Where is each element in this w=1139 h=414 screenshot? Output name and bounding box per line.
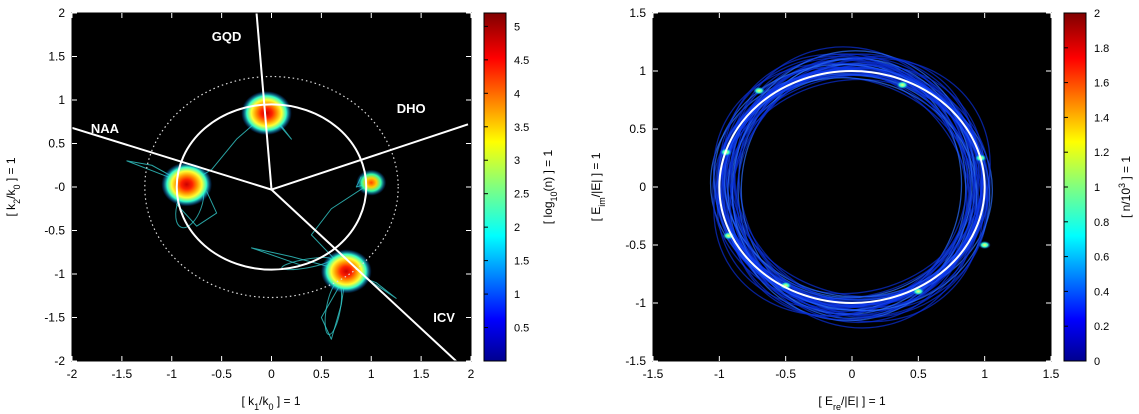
y-tick-label: -1.5 — [44, 311, 65, 325]
x-tick-label: 0.5 — [910, 367, 927, 381]
density-cluster — [161, 162, 213, 207]
colorbar-tick-label: 1.4 — [1094, 112, 1109, 124]
colorbar-tick-label: 1.8 — [1094, 43, 1109, 55]
y-tick-label: 1 — [58, 93, 65, 107]
x-tick-label: -1 — [714, 367, 725, 381]
x-tick-label: 0.5 — [313, 367, 330, 381]
region-label: NAA — [91, 121, 120, 136]
colorbar-tick-label: 0 — [1094, 356, 1100, 368]
y-tick-label: 0.5 — [629, 122, 646, 136]
solid-reference-circle — [175, 103, 368, 271]
right-x-axis-label: [ Ere/|E| ] = 1 — [818, 394, 886, 412]
colorbar-tick-label: 0.5 — [514, 323, 529, 335]
x-tick-label: 0 — [268, 367, 275, 381]
field-trajectory — [724, 78, 978, 295]
y-tick-label: 1.5 — [48, 50, 65, 64]
right-x-ticks: -1.5 -1 -0.5 0 0.5 1 1.5 — [643, 13, 1060, 381]
colorbar-tick-label: 3.5 — [514, 122, 529, 134]
field-trajectory — [734, 62, 972, 312]
field-trajectory — [729, 55, 978, 317]
trajectory-trace — [251, 247, 347, 272]
left-colorbar-ticks: 0.5 1 1.5 2 2.5 3 3.5 4 4.5 5 — [484, 21, 529, 335]
right-y-ticks: 1.5 1 0.5 0 -0.5 -1 -1.5 — [625, 6, 1051, 368]
x-tick-label: 1 — [368, 367, 375, 381]
region-label: DHO — [397, 101, 426, 116]
x-tick-label: 2 — [468, 367, 475, 381]
colorbar-tick-label: 1 — [514, 289, 520, 301]
region-label: ICV — [433, 310, 455, 325]
left-x-axis-label: [ k1/k0 ] = 1 — [241, 394, 300, 412]
x-tick-label: -1 — [166, 367, 177, 381]
colorbar-tick-label: 4 — [514, 88, 520, 100]
y-tick-label: -1 — [54, 267, 65, 281]
x-tick-label: -1.5 — [643, 367, 664, 381]
y-tick-label: -1.5 — [625, 354, 646, 368]
left-y-axis-label: [ k2/k0 ] = 1 — [4, 157, 22, 216]
left-plot-content: GQD DHO NAA ICV — [72, 13, 469, 361]
density-cluster — [321, 249, 372, 294]
y-tick-label: -0.5 — [44, 224, 65, 238]
y-tick-label: 0 — [639, 180, 646, 194]
y-tick-label: 0.5 — [48, 137, 65, 151]
right-colorbar-label: [ n/103 ] = 1 — [1117, 156, 1133, 218]
x-tick-label: 1.5 — [413, 367, 430, 381]
left-x-ticks: -2 -1.5 -1 -0.5 0 0.5 1 1.5 2 — [67, 13, 475, 381]
y-tick-label: 1.5 — [629, 6, 646, 20]
density-hotspot — [753, 86, 766, 95]
right-colorbar — [1064, 13, 1086, 361]
colorbar-tick-label: 1.2 — [1094, 147, 1109, 159]
left-colorbar — [484, 13, 506, 361]
right-y-axis-label: [ Eim/|E| ] = 1 — [589, 152, 607, 221]
x-tick-label: -0.5 — [211, 367, 232, 381]
y-tick-label: 2 — [58, 6, 65, 20]
colorbar-tick-label: 1.5 — [514, 256, 529, 268]
dotted-reference-circle — [144, 75, 399, 299]
colorbar-tick-label: 2 — [1094, 8, 1100, 20]
right-plot-content — [709, 46, 993, 329]
colorbar-tick-label: 0.4 — [1094, 286, 1109, 298]
colorbar-tick-label: 3 — [514, 155, 520, 167]
colorbar-tick-label: 2 — [514, 222, 520, 234]
region-boundary-line — [270, 188, 457, 361]
region-boundary-line — [271, 123, 469, 191]
right-heatmap-panel: -1.5 -1 -0.5 0 0.5 1 1.5 1.5 1 0.5 0 -0.5 -1 -1.5 [ … — [589, 6, 1133, 412]
region-boundary-line — [255, 13, 273, 190]
unit-circle — [718, 70, 986, 304]
trajectory-trace — [320, 271, 347, 340]
left-heatmap-panel: GQD DHO NAA ICV -2 -1.5 -1 -0.5 0 0.5 1 1.5 2 2 1.5 1… — [4, 6, 559, 412]
density-hotspot — [779, 281, 792, 290]
density-hotspot — [896, 80, 909, 89]
y-tick-label: -0.5 — [625, 238, 646, 252]
x-tick-label: 0 — [849, 367, 856, 381]
y-tick-label: 1 — [639, 64, 646, 78]
x-tick-label: 1 — [981, 367, 988, 381]
left-y-ticks: 2 1.5 1 0.5 -0 -0.5 -1 -1.5 -2 — [44, 6, 471, 368]
colorbar-tick-label: 1 — [1094, 182, 1100, 194]
density-hotspot — [978, 241, 991, 249]
colorbar-tick-label: 0.8 — [1094, 217, 1109, 229]
y-tick-label: -1 — [635, 296, 646, 310]
x-tick-label: -0.5 — [775, 367, 796, 381]
x-tick-label: -1.5 — [112, 367, 133, 381]
y-tick-label: -0 — [54, 180, 65, 194]
x-tick-label: -2 — [67, 367, 78, 381]
density-cluster — [241, 91, 292, 136]
colorbar-tick-label: 2.5 — [514, 189, 529, 201]
field-trajectory — [733, 58, 969, 316]
right-colorbar-ticks: 0 0.2 0.4 0.6 0.8 1 1.2 1.4 1.6 1.8 2 — [1064, 8, 1109, 368]
colorbar-tick-label: 4.5 — [514, 55, 529, 67]
colorbar-tick-label: 5 — [514, 21, 520, 33]
x-tick-label: 1.5 — [1043, 367, 1060, 381]
region-label: GQD — [212, 29, 242, 44]
colorbar-tick-label: 0.6 — [1094, 252, 1109, 264]
density-cluster — [356, 169, 387, 196]
region-boundary-line — [72, 126, 272, 191]
y-tick-label: -2 — [54, 354, 65, 368]
field-trajectory — [731, 57, 973, 315]
colorbar-tick-label: 0.2 — [1094, 321, 1109, 333]
colorbar-tick-label: 1.6 — [1094, 78, 1109, 90]
left-colorbar-frame — [483, 12, 507, 362]
left-colorbar-label: [ log10(n) ] = 1 — [541, 149, 559, 224]
